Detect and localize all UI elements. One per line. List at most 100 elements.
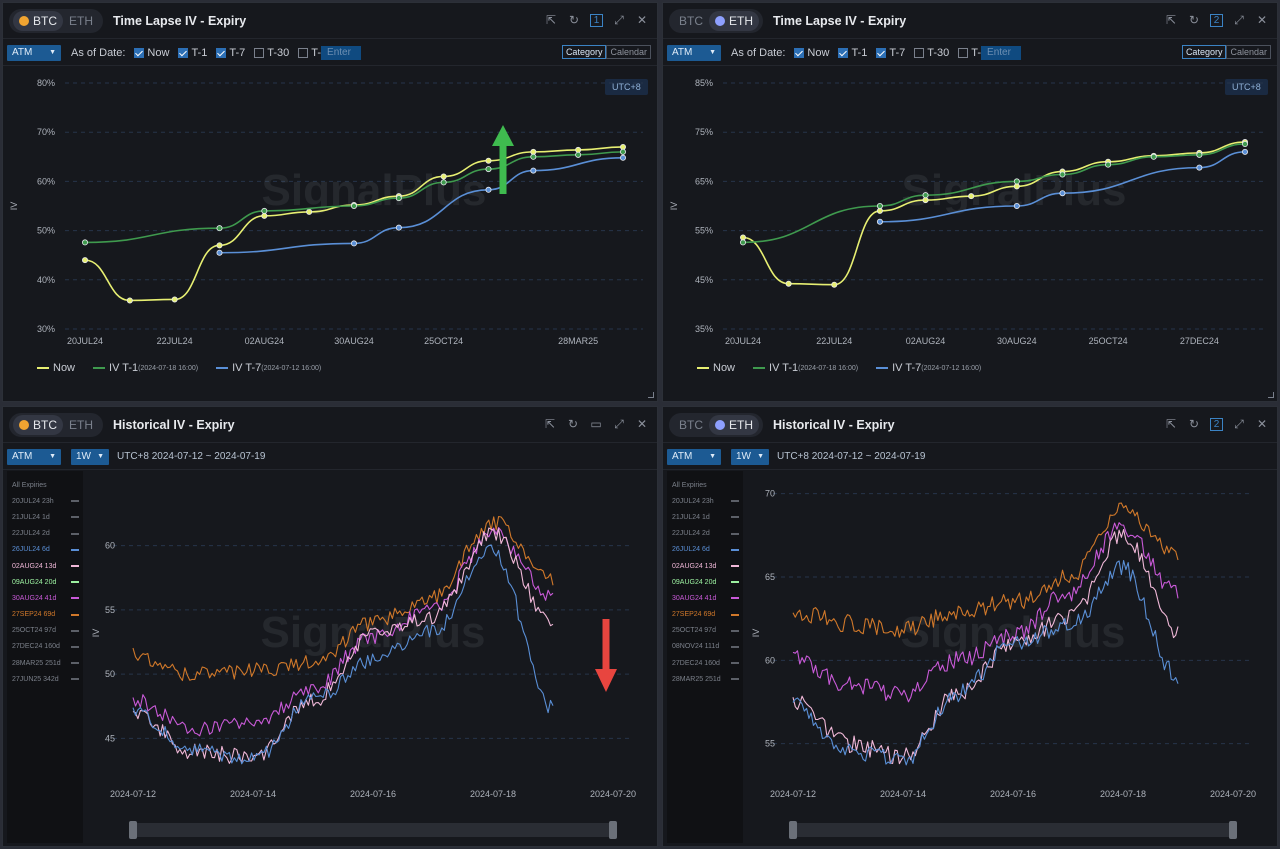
expiry-item[interactable]: 28MAR25 251d [7,655,83,671]
custom-day-input[interactable]: Enter [321,45,362,60]
refresh-icon[interactable]: ↻ [568,13,580,27]
category-button[interactable]: Category [1181,45,1227,59]
expiry-item[interactable]: 22JUL24 2d [667,526,743,542]
category-button[interactable]: Category [561,45,607,59]
as-of-date-label: As of Date: [731,46,786,59]
check-now[interactable]: Now [134,47,169,59]
y-tick-label: 85% [695,78,713,88]
check-t1[interactable]: T-1 [178,47,207,59]
check-now[interactable]: Now [794,47,829,59]
expiry-item[interactable]: 02AUG24 13d [7,558,83,574]
external-link-icon[interactable]: ⇱ [1165,13,1177,27]
expiry-item[interactable]: 25OCT24 97d [667,623,743,639]
coin-btc-button[interactable]: BTC [673,11,709,31]
expiry-item[interactable]: 22JUL24 2d [7,526,83,542]
resize-handle[interactable] [1268,392,1274,398]
moneyness-dropdown[interactable]: ATM ▼ [667,44,721,61]
check-t7[interactable]: T-7 [216,47,245,59]
external-link-icon[interactable]: ⇱ [1165,417,1177,431]
check-t30[interactable]: T-30 [914,47,949,59]
moneyness-dropdown[interactable]: ATM ▼ [7,448,61,465]
coin-btc-button[interactable]: BTC [673,415,709,435]
check-t7[interactable]: T-7 [876,47,905,59]
expiry-item[interactable]: 09AUG24 20d [7,574,83,590]
expiry-item[interactable]: 27DEC24 160d [667,655,743,671]
expiry-item[interactable]: 20JUL24 23h [667,493,743,509]
legend-item-now[interactable]: Now [697,362,735,374]
period-dropdown[interactable]: 1W ▼ [71,448,109,465]
moneyness-dropdown[interactable]: ATM ▼ [7,44,61,61]
btc-time-lapse-panel: BTC ETH Time Lapse IV - Expiry ⇱ ↻ 1 ⤢ ✕… [2,2,658,402]
scroll-end-handle[interactable] [1229,821,1237,839]
moneyness-dropdown[interactable]: ATM ▼ [667,448,721,465]
check-custom[interactable]: T- [298,47,321,59]
expiry-item[interactable]: 30AUG24 41d [667,590,743,606]
coin-eth-button[interactable]: ETH [709,414,759,435]
expiry-item[interactable]: 30AUG24 41d [7,590,83,606]
link-group-badge[interactable]: 2 [1210,417,1223,431]
dropdown-value: ATM [12,47,33,58]
link-group-badge[interactable]: 2 [1210,13,1223,27]
expiry-item[interactable]: 25OCT24 97d [7,623,83,639]
coin-btc-button[interactable]: BTC [13,10,63,31]
legend-item-t1[interactable]: IV T-1 (2024-07-18 16:00) [93,362,198,374]
expiry-item[interactable]: 20JUL24 23h [7,493,83,509]
expiry-item[interactable]: 27SEP24 69d [667,607,743,623]
expiry-list-title-label: All Expiries [12,481,47,489]
calendar-button[interactable]: Calendar [1226,45,1271,59]
period-dropdown[interactable]: 1W ▼ [731,448,769,465]
expiry-item[interactable]: 08NOV24 111d [667,639,743,655]
resize-handle[interactable] [648,392,654,398]
btc-historical-chart: 45 50 55 60 IV 2024-07-12 2024-07-14 2024-07-16… [91,515,636,799]
data-point [1013,183,1020,190]
maximize-icon[interactable]: ⤢ [614,417,624,431]
maximize-icon[interactable]: ⤢ [1234,417,1244,431]
check-custom[interactable]: T- [958,47,981,59]
expiry-item[interactable]: 09AUG24 20d [667,574,743,590]
expiry-item[interactable]: 26JUL24 6d [7,542,83,558]
data-point [831,281,838,288]
refresh-icon[interactable]: ↻ [1188,417,1200,431]
close-icon[interactable]: ✕ [636,13,648,27]
maximize-icon[interactable]: ⤢ [614,13,624,27]
expiry-item[interactable]: 27DEC24 160d [7,639,83,655]
scroll-start-handle[interactable] [129,821,137,839]
refresh-icon[interactable]: ↻ [1188,13,1200,27]
y-tick-label: 55 [105,605,115,615]
coin-eth-button[interactable]: ETH [63,11,99,31]
refresh-icon[interactable]: ↻ [567,417,579,431]
folder-icon[interactable]: ▭ [590,417,602,431]
legend-item-t7[interactable]: IV T-7 (2024-07-12 16:00) [876,362,981,374]
x-tick-label: 22JUL24 [816,336,852,346]
data-point [485,186,492,193]
check-t1[interactable]: T-1 [838,47,867,59]
expiry-item[interactable]: 21JUL24 1d [7,509,83,525]
expiry-item[interactable]: 27JUN25 342d [7,671,83,687]
expiry-item[interactable]: 02AUG24 13d [667,558,743,574]
calendar-button[interactable]: Calendar [606,45,651,59]
time-scrollbar[interactable] [789,821,1237,839]
legend-item-t7[interactable]: IV T-7 (2024-07-12 16:00) [216,362,321,374]
coin-eth-button[interactable]: ETH [709,10,759,31]
eth-time-lapse-panel: BTC ETH Time Lapse IV - Expiry ⇱ ↻ 2 ⤢ ✕… [662,2,1278,402]
external-link-icon[interactable]: ⇱ [545,13,557,27]
scroll-end-handle[interactable] [609,821,617,839]
external-link-icon[interactable]: ⇱ [544,417,556,431]
expiry-item[interactable]: 28MAR25 251d [667,671,743,687]
close-icon[interactable]: ✕ [1256,417,1268,431]
scroll-start-handle[interactable] [789,821,797,839]
time-scrollbar[interactable] [129,821,617,839]
expiry-item[interactable]: 27SEP24 69d [7,607,83,623]
custom-day-input[interactable]: Enter [981,45,1022,60]
legend-item-now[interactable]: Now [37,362,75,374]
maximize-icon[interactable]: ⤢ [1234,13,1244,27]
close-icon[interactable]: ✕ [1256,13,1268,27]
close-icon[interactable]: ✕ [636,417,648,431]
expiry-item[interactable]: 21JUL24 1d [667,509,743,525]
legend-item-t1[interactable]: IV T-1 (2024-07-18 16:00) [753,362,858,374]
expiry-item[interactable]: 26JUL24 6d [667,542,743,558]
coin-btc-button[interactable]: BTC [13,414,63,435]
coin-eth-button[interactable]: ETH [63,415,99,435]
check-t30[interactable]: T-30 [254,47,289,59]
link-group-badge[interactable]: 1 [590,13,603,27]
